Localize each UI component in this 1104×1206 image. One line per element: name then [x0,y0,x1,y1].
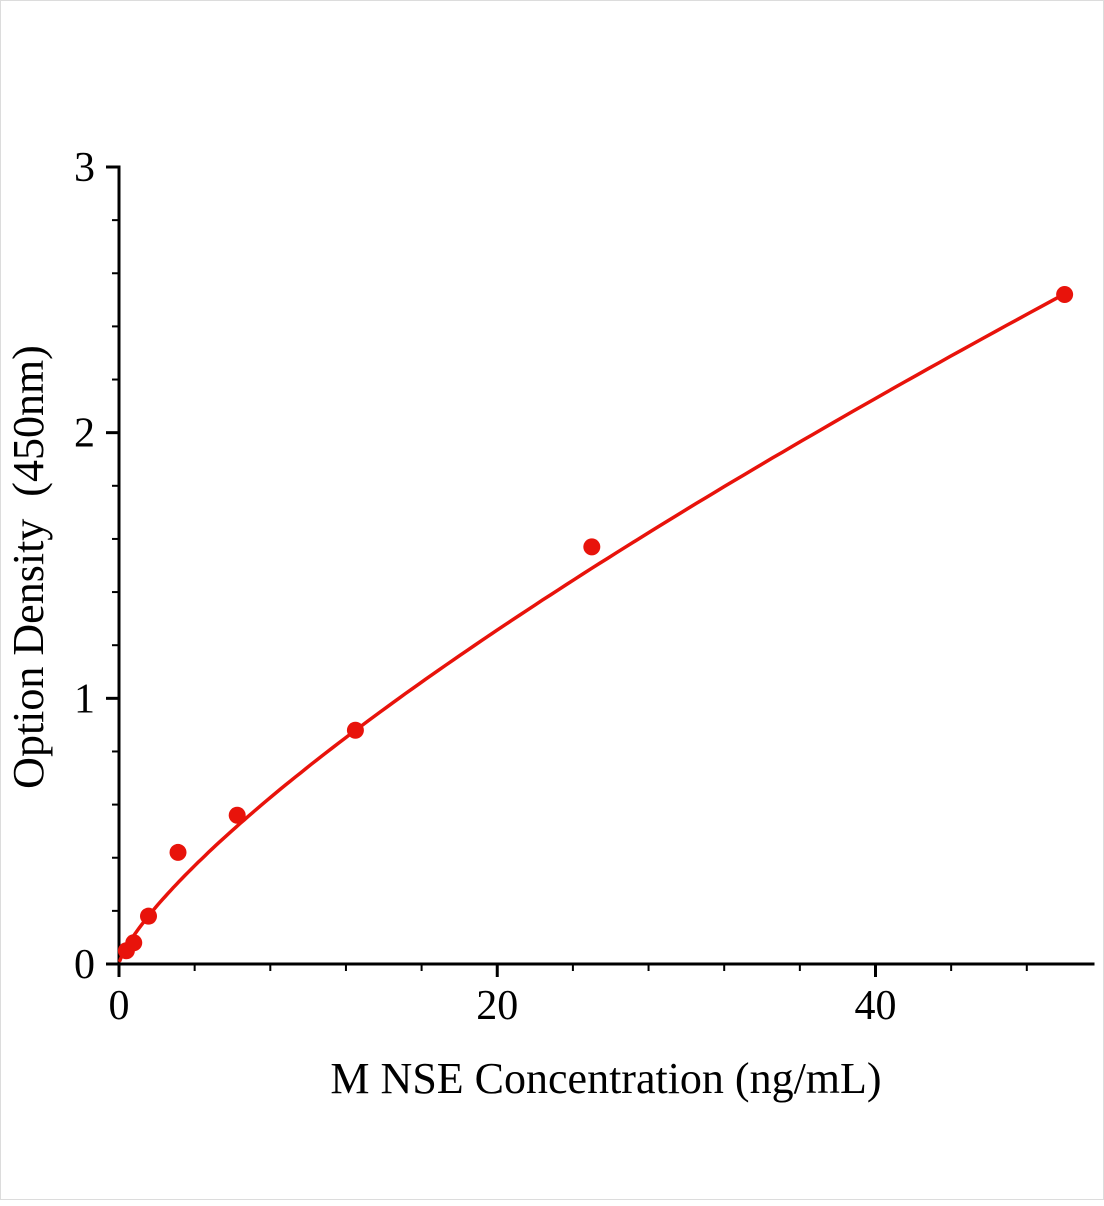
plot-area: 0 20 40 0 1 2 3 [74,145,1095,1029]
x-tick-label: 20 [476,983,518,1029]
data-point [583,538,601,556]
x-axis-title: M NSE Concentration (ng/mL) [330,1054,881,1103]
y-tick-label: 0 [74,942,95,988]
data-point [1056,286,1074,304]
data-point [169,843,187,861]
y-tick-label: 1 [74,676,95,722]
y-tick-label: 2 [74,411,95,457]
fit-curve-line [118,292,1067,963]
x-tick-label: 40 [855,983,897,1029]
x-tick-label: 0 [109,983,130,1029]
data-point [125,934,143,952]
data-point [140,907,158,925]
y-tick-label: 3 [74,145,95,191]
data-point [228,806,246,824]
y-axis-title: Option Density (450nm) [4,345,53,789]
data-point [346,721,364,739]
